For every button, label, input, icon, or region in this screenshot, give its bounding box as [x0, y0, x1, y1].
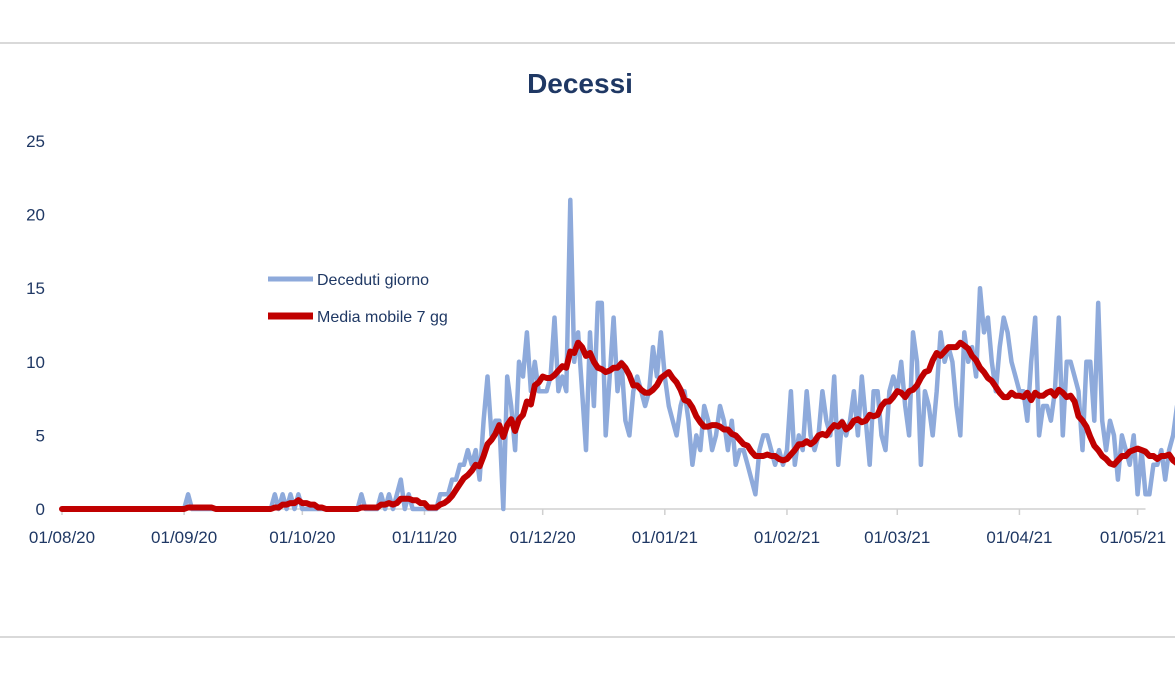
- x-tick-label: 01/09/20: [151, 528, 217, 547]
- y-tick-label: 0: [36, 500, 45, 519]
- series-line-deceduti-giorno: [59, 197, 1175, 512]
- y-tick-label: 25: [26, 132, 45, 151]
- legend-label-media-mobile: Media mobile 7 gg: [317, 309, 448, 326]
- x-tick-label: 01/02/21: [754, 528, 820, 547]
- x-axis: 01/08/20 01/09/20 01/10/20 01/11/20 01/12/20…: [29, 509, 1166, 547]
- y-axis: 0 5 10 15 20 25: [26, 132, 45, 519]
- x-tick-label: 01/08/20: [29, 528, 95, 547]
- x-tick-label: 01/03/21: [864, 528, 930, 547]
- y-tick-label: 10: [26, 353, 45, 372]
- y-tick-label: 15: [26, 279, 45, 298]
- chart-title: Decessi: [527, 68, 633, 99]
- x-tick-label: 01/11/20: [392, 528, 457, 547]
- series-line-media-mobile: [59, 339, 1175, 512]
- legend-label-deceduti-giorno: Deceduti giorno: [317, 272, 429, 289]
- y-tick-label: 5: [36, 426, 45, 445]
- frame-bottom-border: [0, 636, 1175, 638]
- frame-top-border: [0, 42, 1175, 44]
- x-tick-label: 01/04/21: [986, 528, 1052, 547]
- x-tick-label: 01/10/20: [269, 528, 335, 547]
- x-tick-label: 01/01/21: [632, 528, 698, 547]
- y-tick-label: 20: [26, 206, 45, 225]
- x-tick-label: 01/12/20: [510, 528, 576, 547]
- legend: Deceduti giorno Media mobile 7 gg: [268, 272, 448, 326]
- x-tick-label: 01/05/21: [1100, 528, 1166, 547]
